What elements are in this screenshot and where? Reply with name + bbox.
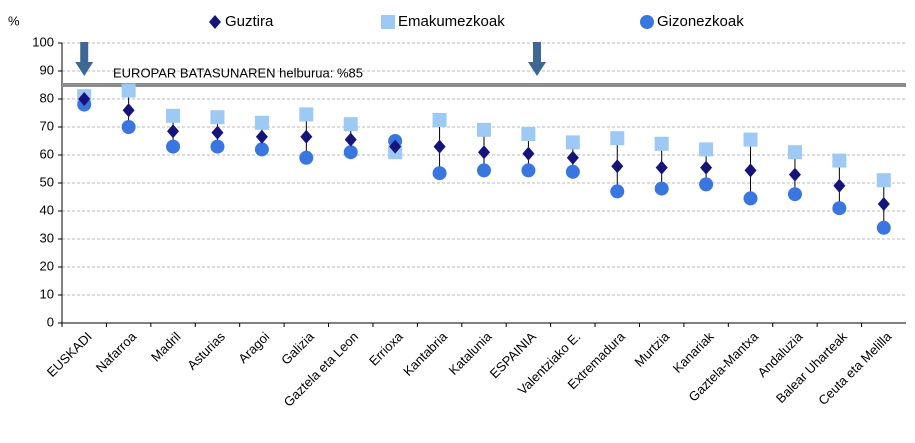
square-marker: [121, 83, 136, 98]
y-tick-label: 70: [40, 118, 54, 133]
square-marker: [381, 15, 395, 29]
circle-marker: [610, 184, 625, 199]
y-tick-label: 80: [40, 90, 54, 105]
x-tick-label: Galizia: [278, 328, 317, 367]
circle-marker: [210, 139, 225, 154]
circle-marker: [477, 163, 491, 178]
x-tick-label: Errioxa: [366, 328, 406, 368]
circle-marker: [654, 181, 669, 196]
circle-marker: [521, 163, 536, 178]
square-marker: [654, 136, 669, 151]
square-marker: [565, 135, 580, 150]
square-marker: [299, 107, 314, 122]
x-tick-label: EUSKADI: [44, 329, 95, 380]
square-marker: [832, 153, 847, 168]
circle-marker: [832, 201, 847, 216]
circle-marker: [699, 177, 714, 192]
square-marker: [876, 173, 891, 188]
diamond-marker: [833, 178, 846, 193]
x-tick-label: Aragoi: [235, 329, 272, 366]
target-label: EUROPAR BATASUNAREN helburua: %85: [113, 65, 363, 80]
diamond-marker: [522, 146, 535, 161]
diamond-marker: [744, 163, 757, 178]
square-marker: [699, 142, 714, 157]
square-marker: [610, 131, 625, 146]
x-tick-label: Kantabria: [400, 328, 451, 379]
x-tick-label: Madril: [148, 329, 184, 365]
arrow: [75, 62, 94, 76]
diamond-marker: [655, 160, 668, 175]
diamond-marker: [478, 145, 490, 160]
circle-marker: [299, 150, 314, 165]
y-tick-label: 20: [40, 258, 54, 273]
diamond-marker: [611, 159, 624, 174]
diamond-marker: [78, 92, 91, 106]
square-marker: [521, 127, 536, 141]
x-tick-label: Asturias: [184, 329, 228, 373]
y-tick-label: 100: [32, 34, 54, 49]
diamond-marker: [877, 197, 890, 211]
circle-marker: [640, 15, 654, 29]
circle-marker: [343, 145, 358, 160]
diamond-marker: [788, 167, 801, 182]
arrow: [533, 42, 541, 64]
square-marker: [166, 108, 181, 123]
y-tick-label: 90: [40, 62, 54, 77]
square-marker: [743, 132, 758, 147]
y-tick-label: 40: [40, 202, 54, 217]
diamond-marker: [209, 15, 221, 29]
y-tick-label: 0: [47, 314, 54, 329]
legend: Guztira Emakumezkoak Gizonezkoak: [209, 13, 744, 30]
diamond-marker: [167, 124, 180, 139]
diamond-marker: [255, 129, 268, 144]
arrow: [80, 42, 89, 64]
legend-label: Guztira: [225, 13, 274, 30]
circle-marker: [121, 120, 136, 134]
diamond-marker: [433, 139, 446, 154]
x-tick-label: Gaztela eta Leon: [281, 329, 362, 410]
y-axis-label: %: [8, 13, 20, 28]
square-marker: [787, 145, 802, 160]
y-tick-label: 50: [40, 174, 54, 189]
circle-marker: [876, 220, 891, 235]
circle-marker: [565, 164, 580, 179]
circle-marker: [254, 142, 269, 157]
diamond-marker: [566, 150, 579, 165]
diamond-marker: [211, 125, 224, 140]
diamond-marker: [700, 160, 713, 175]
square-marker: [343, 117, 358, 132]
diamond-marker: [389, 139, 402, 154]
circle-marker: [166, 139, 181, 154]
legend-label: Emakumezkoak: [398, 13, 505, 30]
square-marker: [477, 122, 491, 137]
square-marker: [210, 110, 225, 125]
circle-marker: [787, 187, 802, 202]
x-tick-label: Nafarroa: [93, 328, 140, 375]
arrow: [528, 62, 546, 76]
y-tick-label: 10: [40, 286, 54, 301]
legend-label: Gizonezkoak: [657, 13, 744, 30]
circle-marker: [743, 191, 758, 206]
diamond-marker: [122, 103, 135, 118]
x-tick-label: Murtzia: [631, 328, 672, 369]
y-tick-label: 60: [40, 146, 54, 161]
y-tick-label: 30: [40, 230, 54, 245]
square-marker: [254, 115, 269, 130]
square-marker: [432, 113, 447, 127]
diamond-marker: [344, 132, 357, 147]
circle-marker: [432, 166, 447, 181]
diamond-marker: [300, 129, 313, 144]
